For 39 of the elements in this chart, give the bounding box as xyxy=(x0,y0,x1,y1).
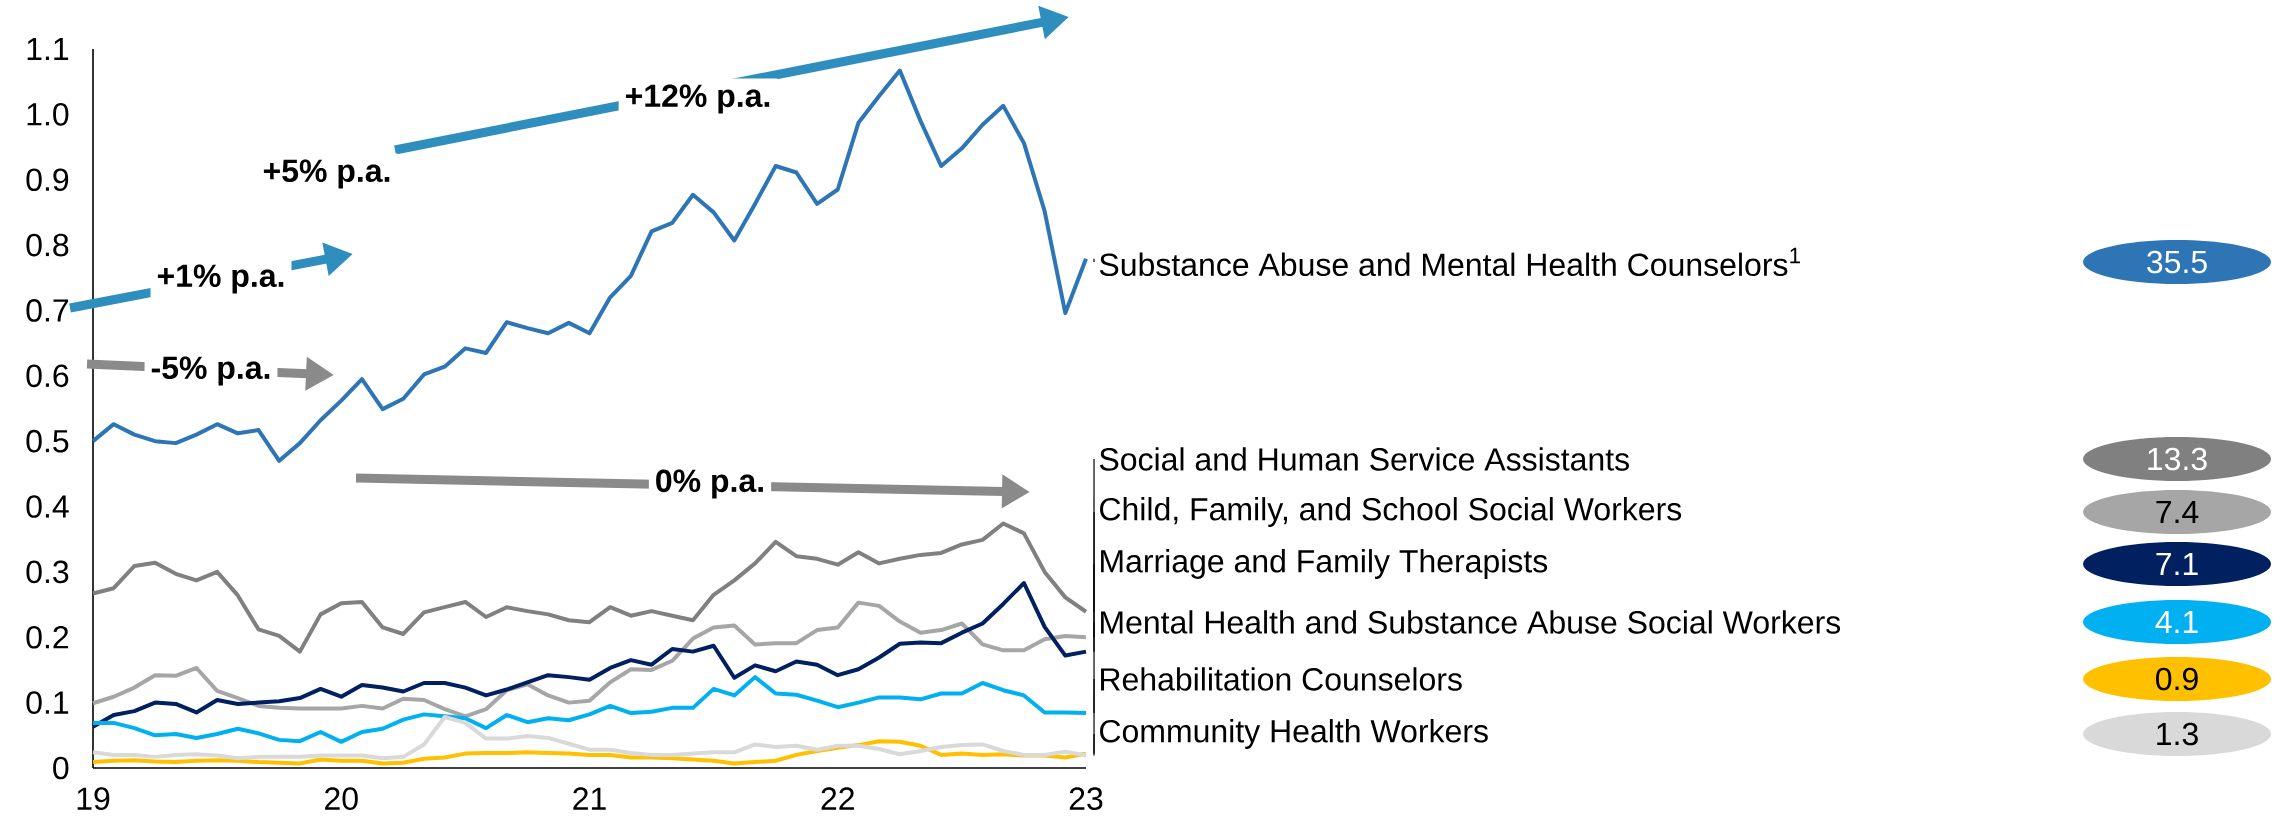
y-tick-label: 0.1 xyxy=(26,691,69,714)
series-label: Community Health Workers xyxy=(1100,719,1488,749)
y-tick-label: 0.5 xyxy=(26,429,69,453)
y-tick-label: 1.1 xyxy=(27,37,69,60)
text: 0.9 xyxy=(2156,667,2198,691)
annotation: +1% p.a. xyxy=(157,264,284,294)
y-tick-label: 0.7 xyxy=(26,299,69,322)
text: 4.1 xyxy=(2155,610,2198,633)
y-tick-label: 0.2 xyxy=(26,625,69,649)
annotation: -5% p.a. xyxy=(151,356,270,386)
y-tick-label: 0.8 xyxy=(26,233,69,257)
text: 35.5 xyxy=(2147,250,2207,274)
line-series xyxy=(91,521,1088,654)
text: Rehabilitation Counselors xyxy=(1101,667,1462,691)
line-series xyxy=(91,68,1088,463)
text: Marriage and Family Therapists xyxy=(1101,549,1548,579)
x-tick-label: 22 xyxy=(821,787,854,810)
y-tick-label: 0.3 xyxy=(26,560,69,584)
x-tick-label: 23 xyxy=(1069,787,1103,810)
y-tick-label: 0.6 xyxy=(26,364,69,388)
annotation: 0% p.a. xyxy=(656,469,763,499)
text: 7.1 xyxy=(2156,552,2198,575)
x-tick-label: 19 xyxy=(77,787,110,810)
text: 13.3 xyxy=(2148,447,2207,471)
line-series xyxy=(91,675,1088,744)
text: 7.4 xyxy=(2156,500,2199,523)
text: Child, Family, and School Social Workers xyxy=(1100,497,1682,527)
text: Social and Human Service Assistants xyxy=(1099,447,1629,471)
annotation: +12% p.a. xyxy=(625,84,770,114)
x-tick-label: 21 xyxy=(573,787,606,810)
y-tick-label: 1.0 xyxy=(27,103,69,126)
series-label: Substance Abuse and Mental Health Counselors$^{1}$ xyxy=(1099,247,1800,277)
annotation: +5% p.a. xyxy=(263,159,390,189)
text: 1.3 xyxy=(2157,722,2198,746)
text: Mental Health and Substance Abuse Social Workers xyxy=(1101,610,1841,634)
y-tick-label: 0 xyxy=(53,756,69,780)
x-tick-label: 20 xyxy=(325,787,358,810)
y-tick-label: 0.4 xyxy=(26,495,69,518)
y-tick-label: 0.9 xyxy=(26,168,69,192)
